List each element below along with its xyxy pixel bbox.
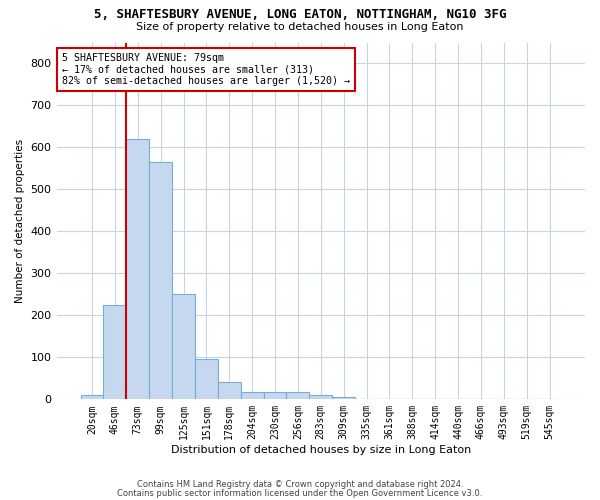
- Bar: [241, 392, 263, 400]
- Text: 5, SHAFTESBURY AVENUE, LONG EATON, NOTTINGHAM, NG10 3FG: 5, SHAFTESBURY AVENUE, LONG EATON, NOTTI…: [94, 8, 506, 20]
- Text: 5 SHAFTESBURY AVENUE: 79sqm
← 17% of detached houses are smaller (313)
82% of se: 5 SHAFTESBURY AVENUE: 79sqm ← 17% of det…: [62, 53, 350, 86]
- Bar: [103, 305, 127, 400]
- Bar: [195, 360, 218, 400]
- Y-axis label: Number of detached properties: Number of detached properties: [15, 139, 25, 303]
- X-axis label: Distribution of detached houses by size in Long Eaton: Distribution of detached houses by size …: [170, 445, 471, 455]
- Bar: [332, 397, 355, 400]
- Bar: [172, 294, 195, 400]
- Bar: [263, 392, 286, 400]
- Text: Size of property relative to detached houses in Long Eaton: Size of property relative to detached ho…: [136, 22, 464, 32]
- Bar: [80, 395, 103, 400]
- Bar: [218, 382, 241, 400]
- Bar: [310, 395, 332, 400]
- Bar: [127, 139, 149, 400]
- Text: Contains HM Land Registry data © Crown copyright and database right 2024.: Contains HM Land Registry data © Crown c…: [137, 480, 463, 489]
- Bar: [149, 162, 172, 400]
- Text: Contains public sector information licensed under the Open Government Licence v3: Contains public sector information licen…: [118, 489, 482, 498]
- Bar: [286, 392, 310, 400]
